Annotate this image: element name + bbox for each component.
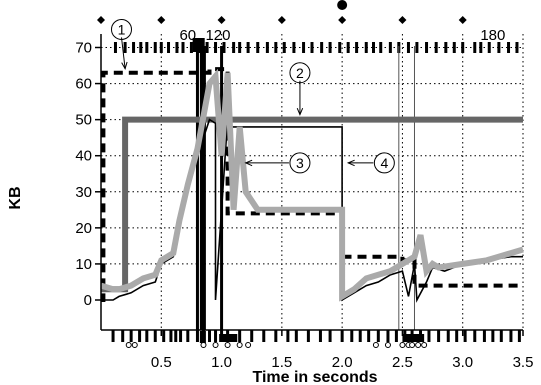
bottom-circle-marker: [409, 342, 416, 348]
series-line-2: [101, 67, 523, 302]
x-tick-label: 1.5: [271, 354, 292, 371]
bottom-circle-marker: [200, 342, 207, 348]
arrowhead: [244, 159, 253, 167]
bottom-circle-marker: [212, 342, 219, 348]
arrowhead: [346, 159, 355, 167]
bottom-circle-marker: [421, 342, 428, 348]
y-tick-label: 40: [75, 148, 92, 165]
bottom-circle-marker: [125, 342, 132, 348]
vertical-markers: [195, 46, 415, 330]
x-tick-label: 3.0: [452, 354, 473, 371]
bottom-circle-marker: [415, 342, 422, 348]
tick-labels: 0 10 20 30 40 50 60 70 0.5 1.0 1.5 2.0 2.5 3.0 3.5: [75, 40, 533, 372]
annotation-label: 1: [118, 21, 126, 37]
arrowhead: [121, 61, 128, 71]
y-tick-label: 50: [75, 112, 92, 129]
annotations: 1 2 3 4: [110, 18, 395, 174]
bottom-ticks: [111, 330, 521, 348]
annotation-circle: [289, 152, 311, 174]
diamond-marker: [277, 16, 286, 24]
annotation-arrow: [121, 37, 126, 69]
annotation-label: 2: [296, 65, 304, 81]
diamond-marker: [458, 16, 467, 24]
bottom-circle-marker: [131, 342, 138, 348]
y-tick-label: 0: [84, 292, 92, 309]
bottom-circle-marker: [224, 342, 231, 348]
y-tick-label: 10: [75, 256, 92, 273]
bottom-circle-marker: [236, 342, 243, 348]
top-label: 180: [480, 27, 505, 44]
annotation-label: 3: [296, 155, 304, 171]
top-label: 120: [205, 27, 230, 44]
x-axis-title: Time in seconds: [252, 369, 377, 385]
diamond-marker: [157, 16, 166, 24]
top-label: 60: [179, 27, 196, 44]
y-tick-label: 20: [75, 220, 92, 237]
y-tick-label: 30: [75, 184, 92, 201]
bottom-circle-marker: [384, 342, 391, 348]
grid: [101, 34, 524, 330]
series-line-4: [100, 68, 524, 302]
bottom-circle-marker: [245, 342, 252, 348]
x-tick-label: 3.5: [513, 354, 534, 371]
annotation-circle: [373, 152, 395, 174]
bottom-circle-marker: [399, 342, 406, 348]
annotation-label: 4: [380, 155, 388, 171]
diamond-marker: [97, 16, 105, 24]
bottom-circle-marker: [372, 342, 379, 348]
axes: [95, 34, 524, 336]
x-tick-label: 2.5: [392, 354, 413, 371]
series: [100, 67, 524, 303]
y-axis-title: KB: [7, 186, 24, 209]
diamond-marker: [338, 16, 347, 24]
burst-block: [199, 46, 206, 330]
x-tick-label: 0.5: [151, 354, 172, 371]
circle-marker: [337, 0, 348, 10]
x-tick-label: 2.0: [332, 354, 353, 371]
diamond-marker: [217, 16, 226, 24]
diamond-marker: [398, 16, 407, 24]
arrowhead: [296, 108, 304, 116]
top-ticks: 60 120 180: [97, 0, 519, 53]
y-tick-label: 60: [75, 76, 92, 93]
y-tick-label: 70: [75, 40, 92, 57]
x-tick-label: 1.0: [211, 354, 232, 371]
